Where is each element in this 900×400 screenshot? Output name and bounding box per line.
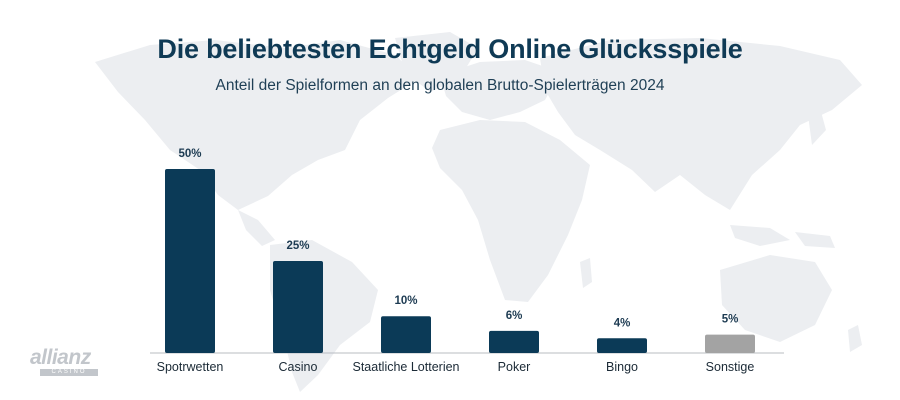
category-label: Casino — [279, 360, 318, 374]
bar-value-label: 4% — [614, 317, 631, 329]
brand-logo: allianz CASINO — [30, 346, 100, 376]
bar — [705, 334, 755, 353]
logo-wordmark: allianz — [30, 346, 91, 369]
bar-value-label: 10% — [394, 295, 417, 307]
bar-value-label: 25% — [286, 240, 309, 252]
bar-value-label: 5% — [722, 314, 739, 326]
chart-title: Die beliebtesten Echtgeld Online Glückss… — [157, 34, 743, 64]
bar — [489, 330, 539, 353]
category-label: Staatliche Lotterien — [352, 360, 459, 374]
bar — [165, 169, 215, 353]
bar — [597, 338, 647, 353]
bar — [273, 261, 323, 353]
chart-subtitle: Anteil der Spielformen an den globalen B… — [215, 77, 665, 94]
category-label: Poker — [498, 360, 531, 374]
category-label: Bingo — [606, 360, 638, 374]
logo-subtext: CASINO — [40, 369, 98, 376]
category-label: Spotrwetten — [157, 360, 224, 374]
category-label: Sonstige — [706, 360, 755, 374]
bar-value-label: 50% — [178, 148, 201, 160]
bar-value-label: 6% — [506, 310, 523, 322]
bar — [381, 316, 431, 353]
